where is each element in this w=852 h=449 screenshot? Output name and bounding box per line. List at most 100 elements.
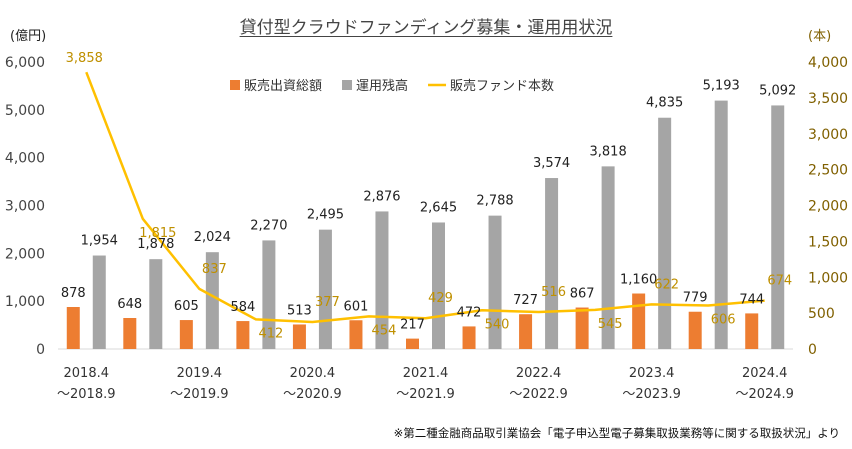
data-label: 601 xyxy=(344,299,369,314)
bar xyxy=(292,324,306,349)
line-data-label: 622 xyxy=(654,277,679,292)
data-label: 5,193 xyxy=(703,79,740,94)
bar xyxy=(462,326,476,349)
y-left-tick-label: 1,000 xyxy=(5,294,45,310)
bar xyxy=(349,320,363,349)
line-data-label: 540 xyxy=(485,317,510,332)
legend-label: 販売ファンド本数 xyxy=(450,78,554,94)
x-tick-label: ～2019.9 xyxy=(170,387,229,402)
bar xyxy=(688,311,702,349)
bar xyxy=(149,259,163,349)
y-left-tick-label: 2,000 xyxy=(5,246,45,262)
line-data-label: 3,858 xyxy=(66,51,103,66)
bar xyxy=(123,318,137,349)
data-label: 727 xyxy=(513,293,538,308)
data-label: 2,645 xyxy=(420,200,457,215)
y-left-tick-label: 4,000 xyxy=(5,151,45,167)
bar xyxy=(745,313,759,349)
x-tick-label: 2024.4 xyxy=(742,366,788,381)
y-right-tick-label: 0 xyxy=(808,342,817,358)
data-label: 2,495 xyxy=(307,208,344,223)
bar xyxy=(432,222,445,349)
x-tick-label: ～2018.9 xyxy=(57,387,116,402)
x-tick-label: 2023.4 xyxy=(629,366,675,381)
line-data-label: 454 xyxy=(372,323,397,338)
y-left-unit: (億円) xyxy=(10,28,46,44)
legend-label: 販売出資総額 xyxy=(244,78,322,94)
y-right-tick-label: 1,000 xyxy=(808,270,848,286)
line-data-label: 1,815 xyxy=(139,226,176,241)
bar xyxy=(771,105,785,349)
bar xyxy=(575,307,589,349)
data-label: 1,954 xyxy=(81,234,118,249)
bar xyxy=(519,314,533,349)
source-footnote: ※第二種金融商品取引業協会「電子申込型電子募集取扱業務等に関する取扱状況」より xyxy=(393,426,840,440)
line-data-label: 412 xyxy=(258,326,283,341)
y-left-tick-label: 6,000 xyxy=(5,55,45,71)
data-label: 2,270 xyxy=(250,218,287,233)
y-right-tick-label: 4,000 xyxy=(808,55,848,71)
y-left-tick-label: 0 xyxy=(36,342,45,358)
x-tick-label: 2019.4 xyxy=(177,366,223,381)
bar xyxy=(375,211,389,349)
data-label: 779 xyxy=(683,291,708,306)
bar xyxy=(601,166,615,349)
x-tick-label: 2022.4 xyxy=(516,366,562,381)
data-label: 584 xyxy=(230,300,255,315)
x-tick-label: 2020.4 xyxy=(290,366,336,381)
bar xyxy=(318,229,332,349)
line-data-label: 606 xyxy=(711,313,736,328)
bar xyxy=(205,252,219,349)
data-label: 2,788 xyxy=(476,194,513,209)
bar xyxy=(262,240,276,349)
y-right-tick-label: 3,000 xyxy=(808,127,848,143)
data-label: 5,092 xyxy=(759,83,796,98)
line-data-label: 377 xyxy=(315,295,340,310)
data-label: 3,818 xyxy=(590,144,627,159)
bar xyxy=(179,320,193,349)
y-right-tick-label: 1,500 xyxy=(808,234,848,250)
legend-swatch xyxy=(230,80,240,90)
data-label: 1,878 xyxy=(137,237,174,252)
data-label: 744 xyxy=(739,292,764,307)
data-label: 3,574 xyxy=(533,156,570,171)
data-label: 2,876 xyxy=(363,189,400,204)
bar xyxy=(92,255,106,349)
x-tick-label: ～2024.9 xyxy=(735,387,794,402)
data-label: 1,160 xyxy=(620,273,657,288)
data-label: 867 xyxy=(570,287,595,302)
line-data-label: 516 xyxy=(541,285,566,300)
bar xyxy=(406,338,419,349)
line-data-label: 674 xyxy=(767,274,792,289)
x-tick-label: ～2020.9 xyxy=(283,387,342,402)
data-label: 217 xyxy=(400,318,425,333)
y-right-tick-label: 500 xyxy=(808,306,835,322)
y-right-tick-label: 3,500 xyxy=(808,91,848,107)
legend-swatch xyxy=(342,80,353,90)
line-data-label: 545 xyxy=(598,317,623,332)
y-right-unit: (本) xyxy=(808,29,831,44)
data-label: 4,835 xyxy=(646,96,683,111)
bar xyxy=(714,100,728,349)
y-right-tick-label: 2,500 xyxy=(808,163,848,179)
y-left-tick-label: 3,000 xyxy=(5,199,45,215)
y-right-tick-label: 2,000 xyxy=(808,199,848,215)
x-tick-label: ～2021.9 xyxy=(396,387,455,402)
x-tick-label: 2018.4 xyxy=(64,366,110,381)
legend-label: 運用残高 xyxy=(356,78,408,94)
x-tick-label: 2021.4 xyxy=(403,366,449,381)
data-label: 648 xyxy=(117,297,142,312)
data-label: 2,024 xyxy=(194,230,231,245)
data-label: 513 xyxy=(287,303,312,318)
line-data-label: 837 xyxy=(202,262,227,277)
bar xyxy=(632,293,646,349)
x-tick-label: ～2022.9 xyxy=(509,387,568,402)
data-label: 878 xyxy=(61,286,86,301)
series-line xyxy=(85,71,765,324)
x-tick-label: ～2023.9 xyxy=(622,387,681,402)
bar xyxy=(66,307,80,349)
bar xyxy=(658,117,672,349)
y-left-tick-label: 5,000 xyxy=(5,103,45,119)
chart-title: 貸付型クラウドファンディング募集・運用用状況 xyxy=(239,18,613,38)
